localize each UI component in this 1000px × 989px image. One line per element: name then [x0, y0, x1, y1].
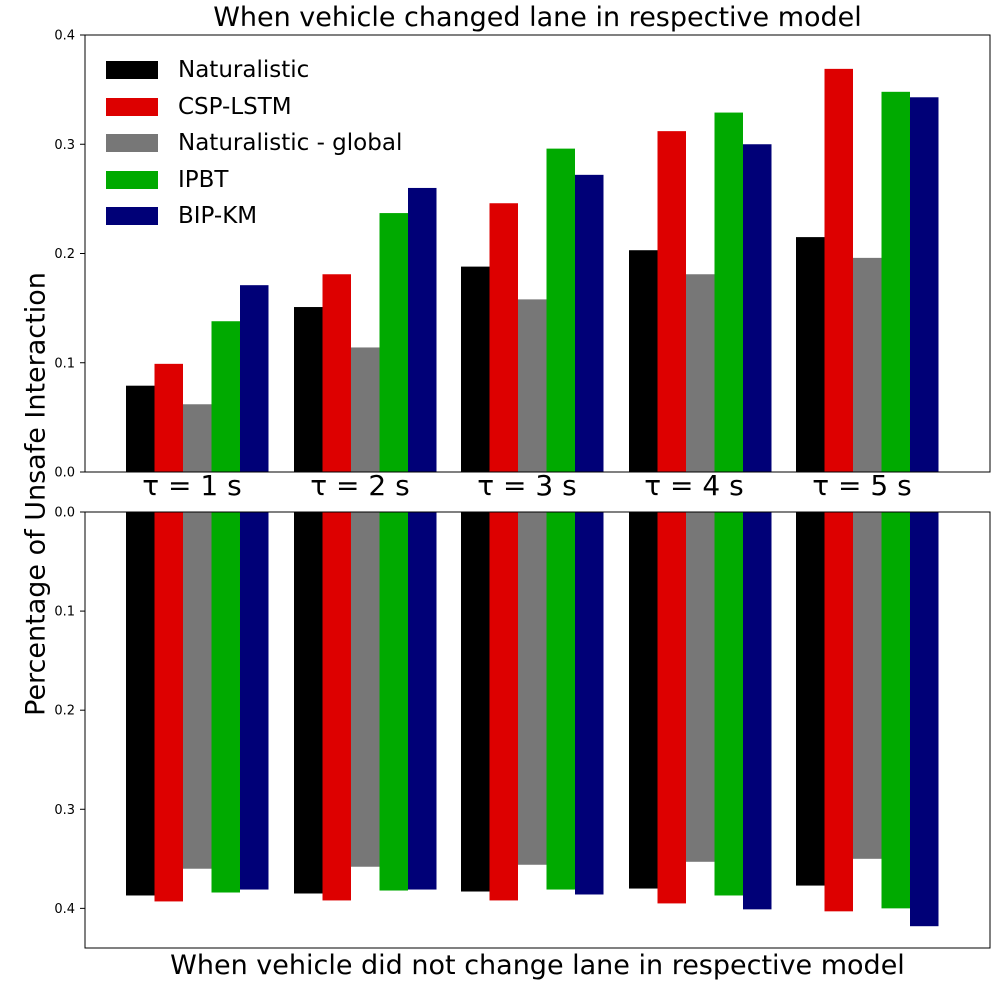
legend-item-csp-lstm: CSP-LSTM: [106, 89, 402, 126]
legend-item-bip-km: BIP-KM: [106, 198, 402, 235]
legend-swatch: [106, 61, 158, 80]
legend-item-naturalistic: Naturalistic: [106, 52, 402, 89]
legend-swatch: [106, 170, 158, 189]
bar-bottom-panel-series-2-group-0: [183, 512, 212, 869]
bottom-panel-axes-frame: [84, 511, 991, 949]
bar-bottom-panel-series-1-group-1: [322, 512, 351, 901]
bar-bottom-panel-series-0-group-2: [461, 512, 490, 892]
bottom-panel-y-tick-label-0: 0.0: [54, 506, 75, 521]
bar-bottom-panel-series-0-group-3: [629, 512, 658, 889]
category-label-tau-5: τ = 5 s: [812, 469, 912, 502]
bar-bottom-panel-series-2-group-3: [686, 512, 715, 862]
bar-top-panel-series-1-group-1: [322, 274, 351, 472]
bar-top-panel-series-3-group-2: [546, 148, 575, 472]
bar-bottom-panel-series-4-group-0: [240, 512, 269, 890]
bar-bottom-panel-series-3-group-0: [211, 512, 240, 893]
bottom-panel-y-tick-label-4: 0.4: [54, 902, 75, 917]
bar-top-panel-series-3-group-3: [714, 112, 743, 472]
bar-top-panel-series-2-group-4: [853, 257, 882, 472]
y-axis-label: Percentage of Unsafe Interaction: [20, 272, 52, 716]
bar-bottom-panel-series-0-group-4: [796, 512, 825, 886]
bar-top-panel-series-4-group-4: [910, 97, 939, 473]
bottom-panel-y-tick-label-1: 0.1: [54, 605, 75, 620]
bar-bottom-panel-series-2-group-4: [853, 512, 882, 859]
legend-swatch: [106, 97, 158, 116]
bar-bottom-panel-series-0-group-1: [294, 512, 323, 894]
category-label-tau-3: τ = 3 s: [477, 469, 577, 502]
legend-swatch: [106, 134, 158, 153]
bar-top-panel-series-3-group-4: [881, 91, 910, 472]
bar-bottom-panel-series-1-group-4: [824, 512, 853, 912]
top-panel-y-tick-label-3: 0.3: [54, 138, 75, 153]
bar-bottom-panel-series-4-group-2: [575, 512, 604, 895]
bottom-chart-title: When vehicle did not change lane in resp…: [170, 950, 905, 981]
category-label-tau-4: τ = 4 s: [644, 469, 744, 502]
bar-bottom-panel-series-1-group-0: [154, 512, 183, 902]
top-panel-y-tick-label-4: 0.4: [54, 29, 75, 44]
bar-bottom-panel-series-3-group-4: [881, 512, 910, 909]
bar-top-panel-series-2-group-2: [518, 299, 547, 472]
bar-top-panel-series-4-group-3: [743, 144, 772, 472]
top-chart-title: When vehicle changed lane in respective …: [213, 2, 862, 33]
top-panel-y-tick-label-1: 0.1: [54, 356, 75, 371]
bar-bottom-panel-series-1-group-2: [489, 512, 518, 901]
bar-top-panel-series-0-group-0: [126, 385, 155, 472]
bar-top-panel-series-1-group-0: [154, 363, 183, 472]
bar-bottom-panel-series-4-group-1: [408, 512, 437, 890]
legend-item-naturalistic-global: Naturalistic - global: [106, 125, 402, 162]
bar-top-panel-series-0-group-1: [294, 307, 323, 472]
bar-bottom-panel-series-3-group-3: [714, 512, 743, 896]
legend-item-ipbt: IPBT: [106, 162, 402, 199]
category-label-tau-1: τ = 1 s: [142, 469, 242, 502]
bar-top-panel-series-0-group-2: [461, 266, 490, 472]
top-panel-y-tick-label-0: 0.0: [54, 466, 75, 481]
top-panel-y-tick-label-2: 0.2: [54, 247, 75, 262]
bar-bottom-panel-series-0-group-0: [126, 512, 155, 896]
bar-top-panel-series-0-group-4: [796, 237, 825, 472]
legend: Naturalistic CSP-LSTM Naturalistic - glo…: [106, 52, 402, 235]
bar-top-panel-series-2-group-1: [351, 347, 380, 472]
legend-label: Naturalistic - global: [178, 130, 403, 157]
bar-top-panel-series-4-group-2: [575, 174, 604, 472]
bar-top-panel-series-2-group-3: [686, 274, 715, 472]
bar-top-panel-series-3-group-1: [379, 213, 408, 472]
bar-top-panel-series-4-group-1: [408, 187, 437, 472]
bar-top-panel-series-3-group-0: [211, 321, 240, 472]
bar-bottom-panel-series-2-group-2: [518, 512, 547, 865]
legend-label: BIP-KM: [178, 203, 258, 230]
bar-bottom-panel-series-3-group-2: [546, 512, 575, 890]
bottom-panel-y-tick-label-3: 0.3: [54, 803, 75, 818]
bar-bottom-panel-series-3-group-1: [379, 512, 408, 891]
bar-top-panel-series-0-group-3: [629, 250, 658, 472]
legend-swatch: [106, 207, 158, 226]
legend-label: CSP-LSTM: [178, 93, 292, 120]
bar-top-panel-series-1-group-3: [657, 131, 686, 472]
bar-bottom-panel-series-4-group-4: [910, 512, 939, 927]
bar-bottom-panel-series-4-group-3: [743, 512, 772, 910]
bar-top-panel-series-1-group-4: [824, 68, 853, 473]
legend-label: Naturalistic: [178, 57, 310, 84]
bar-bottom-panel-series-1-group-3: [657, 512, 686, 904]
bar-bottom-panel-series-2-group-1: [351, 512, 380, 867]
bar-top-panel-series-2-group-0: [183, 404, 212, 472]
bar-top-panel-series-1-group-2: [489, 203, 518, 472]
category-label-tau-2: τ = 2 s: [310, 469, 410, 502]
bottom-panel-y-tick-label-2: 0.2: [54, 704, 75, 719]
legend-label: IPBT: [178, 166, 229, 193]
bar-top-panel-series-4-group-0: [240, 285, 269, 472]
